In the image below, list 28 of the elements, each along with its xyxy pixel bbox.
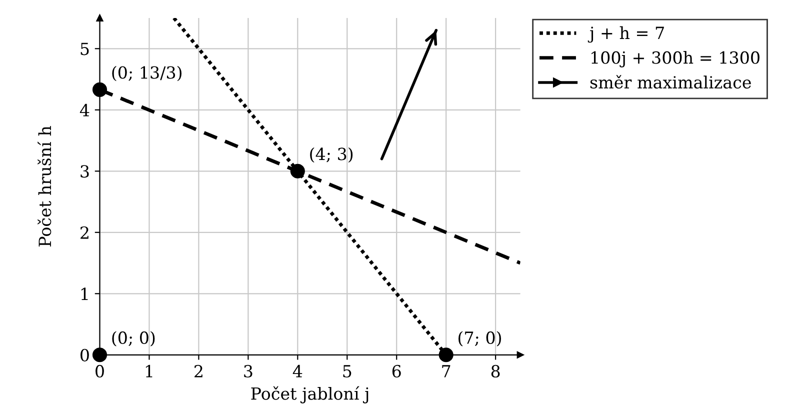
legend-label: j + h = 7 <box>588 26 664 43</box>
y-tick-label: 4 <box>80 104 90 116</box>
x-tick-label: 2 <box>194 364 202 378</box>
x-tick-label: 0 <box>96 364 104 378</box>
annotation: (7; 0) <box>458 331 501 346</box>
x-tick-label: 4 <box>292 364 302 378</box>
y-tick-label: 5 <box>80 42 89 56</box>
y-tick-label: 2 <box>80 226 88 239</box>
legend-label: směr maximalizace <box>590 75 751 89</box>
point <box>290 164 305 178</box>
y-tick-label: 3 <box>80 165 89 178</box>
y-tick-label: 1 <box>81 288 88 300</box>
x-tick-label: 6 <box>392 364 401 378</box>
x-tick-label: 5 <box>343 365 352 378</box>
y-tick-label: 0 <box>80 348 89 362</box>
x-tick-label: 7 <box>442 365 450 378</box>
legend-label: 100j + 300h = 1300 <box>592 50 760 68</box>
annotation: (0; 0) <box>112 331 155 346</box>
point <box>438 348 454 362</box>
x-tick-label: 3 <box>244 364 252 378</box>
annotation: (4; 3) <box>310 147 353 163</box>
point <box>92 82 108 97</box>
annotation: (0; 13/3) <box>112 66 182 82</box>
x-tick-label: 1 <box>146 364 152 378</box>
x-tick-label: 8 <box>491 364 500 378</box>
y-axis-title: Počet hrušní h <box>38 126 52 246</box>
x-axis-title: Počet jabloní j <box>251 386 368 404</box>
point <box>92 348 108 362</box>
